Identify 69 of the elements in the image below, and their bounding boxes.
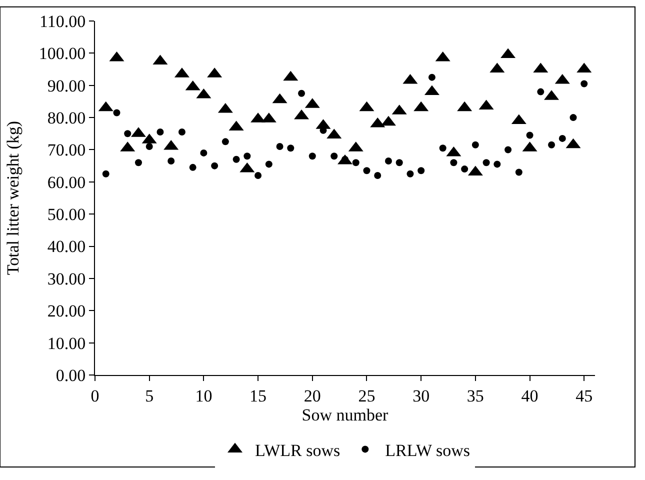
legend-label: LRLW sows — [385, 440, 470, 460]
point — [374, 172, 382, 179]
x-tick-label: 30 — [412, 386, 430, 406]
point — [482, 159, 490, 166]
point — [189, 164, 196, 171]
point — [254, 172, 262, 179]
point — [222, 138, 229, 146]
y-tick-label: 10.00 — [47, 334, 86, 353]
point — [570, 114, 577, 122]
x-tick-label: 15 — [250, 386, 267, 406]
point — [450, 159, 458, 166]
point — [352, 159, 360, 166]
point — [146, 143, 153, 150]
point — [558, 134, 566, 142]
point — [504, 146, 512, 154]
y-tick-label: 100.00 — [38, 44, 86, 64]
y-tick-label: 50.00 — [47, 205, 86, 224]
point — [232, 156, 240, 163]
y-tick-label: 40.00 — [47, 237, 86, 256]
point — [330, 152, 338, 160]
y-tick-label: 30.00 — [47, 269, 86, 288]
point — [494, 160, 501, 168]
point — [298, 90, 306, 97]
y-tick-label: 20.00 — [47, 302, 86, 321]
point — [526, 132, 534, 139]
point — [548, 141, 556, 148]
point — [439, 144, 446, 152]
y-tick-label: 110.00 — [39, 12, 86, 31]
y-axis-title: Total litter weight (kg) — [3, 120, 22, 276]
y-tick-label: 90.00 — [47, 76, 86, 96]
point — [265, 160, 272, 168]
x-tick-label: 20 — [304, 386, 321, 406]
point — [113, 109, 120, 116]
point — [244, 152, 251, 160]
point — [276, 143, 284, 150]
x-tick-label: 45 — [576, 386, 593, 406]
x-tick-label: 10 — [195, 386, 212, 406]
point — [200, 149, 208, 156]
x-tick-label: 5 — [145, 386, 154, 406]
point — [168, 157, 175, 164]
x-tick-label: 40 — [521, 386, 538, 406]
point — [515, 168, 522, 176]
point — [472, 141, 479, 148]
y-tick-label: 0.00 — [56, 366, 86, 385]
point — [211, 162, 218, 170]
point — [308, 152, 316, 160]
x-tick-label: 25 — [358, 386, 376, 406]
point — [418, 167, 425, 174]
point — [406, 170, 414, 178]
point — [461, 166, 468, 173]
point — [178, 128, 186, 136]
y-tick-label: 60.00 — [47, 172, 86, 192]
point — [363, 167, 370, 174]
point — [134, 159, 142, 166]
legend-label: LWLR sows — [255, 440, 340, 460]
x-axis-title: Sow number — [302, 405, 389, 424]
point — [580, 80, 588, 88]
y-tick-label: 80.00 — [47, 108, 86, 128]
x-tick-label: 0 — [90, 386, 100, 406]
point — [102, 170, 110, 178]
point — [428, 74, 436, 81]
y-tick-label: 70.00 — [47, 140, 86, 160]
point — [396, 159, 403, 166]
x-tick-label: 35 — [466, 386, 484, 406]
point — [384, 157, 392, 164]
point — [156, 128, 164, 136]
point — [287, 144, 294, 152]
point — [537, 88, 544, 96]
point — [124, 130, 132, 138]
